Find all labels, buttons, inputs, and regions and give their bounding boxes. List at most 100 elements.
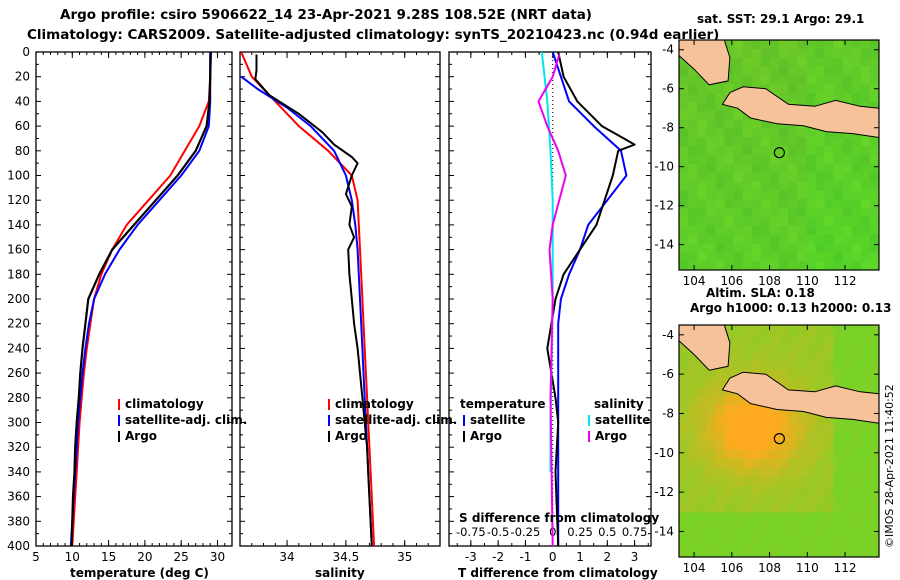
heat-cell	[851, 512, 862, 522]
heat-cell	[860, 93, 871, 103]
heat-cell	[824, 360, 835, 371]
heat-cell	[779, 476, 789, 487]
map-lat-label: -4	[662, 43, 674, 57]
heat-cell	[833, 190, 844, 200]
heat-cell	[869, 539, 879, 549]
heat-cell	[860, 449, 871, 460]
heat-cell	[788, 216, 798, 227]
heat-cell	[688, 181, 698, 191]
heat-cell	[824, 449, 835, 460]
heat-cell	[697, 110, 707, 121]
heat-cell	[697, 414, 707, 424]
heat-cell	[760, 530, 771, 540]
map-lon-label: 104	[683, 561, 706, 575]
heat-cell	[788, 163, 798, 174]
depth-tick-label: 320	[7, 440, 30, 454]
heat-cell	[706, 396, 716, 406]
heat-cell	[824, 530, 835, 540]
heat-cell	[751, 405, 762, 415]
heat-cell	[769, 405, 780, 415]
heat-cell	[697, 137, 707, 147]
heat-cell	[851, 163, 862, 174]
heat-cell	[751, 521, 762, 531]
heat-cell	[806, 146, 816, 156]
heat-cell	[842, 75, 853, 85]
heat-cell	[706, 458, 716, 469]
depth-tick-label: 20	[15, 70, 30, 84]
heat-cell	[742, 40, 753, 50]
heat-cell	[797, 181, 807, 191]
heat-cell	[679, 548, 689, 557]
heat-cell	[724, 548, 735, 557]
heat-cell	[842, 351, 853, 362]
heat-cell	[688, 387, 698, 397]
heat-cell	[760, 172, 771, 183]
heat-cell	[815, 449, 826, 460]
heat-cell	[824, 40, 835, 50]
map-lat-label: -10	[654, 160, 674, 174]
heat-cell	[733, 467, 744, 478]
heat-cell	[815, 216, 826, 227]
heat-cell	[788, 548, 798, 557]
heat-cell	[706, 93, 716, 103]
heat-cell	[860, 181, 871, 191]
depth-tick-label: 0	[22, 45, 30, 59]
s-difference-axis-label: S difference from climatology	[459, 511, 660, 525]
heat-cell	[697, 199, 707, 209]
heat-cell	[742, 155, 753, 165]
heat-cell	[806, 378, 816, 388]
heat-cell	[679, 378, 689, 388]
heat-cell	[706, 512, 716, 522]
heat-cell	[806, 234, 816, 244]
heat-cell	[715, 548, 726, 557]
t-diff-tick-label: 1	[576, 550, 584, 564]
heat-cell	[724, 146, 735, 156]
heat-cell	[688, 512, 698, 522]
heat-cell	[797, 325, 807, 335]
temp-legend-label: satellite	[470, 413, 525, 427]
heat-cell	[779, 360, 789, 371]
heat-cell	[806, 261, 816, 270]
heat-cell	[797, 261, 807, 270]
heat-cell	[769, 66, 780, 76]
heat-cell	[715, 190, 726, 200]
heat-cell	[679, 351, 689, 362]
heat-cell	[833, 333, 844, 344]
heat-cell	[706, 432, 716, 442]
heat-cell	[733, 261, 744, 270]
heat-cell	[842, 181, 853, 191]
heat-cell	[724, 163, 735, 174]
heat-cell	[724, 441, 735, 451]
temperature-series-0	[71, 52, 212, 546]
heat-cell	[697, 423, 707, 433]
heat-cell	[697, 119, 707, 129]
heat-cell	[869, 75, 879, 85]
heat-cell	[724, 351, 735, 362]
s-diff-tick-label: 0.25	[567, 525, 593, 539]
heat-cell	[715, 163, 726, 174]
heat-cell	[679, 181, 689, 191]
heat-cell	[751, 75, 762, 85]
heat-cell	[779, 548, 789, 557]
heat-cell	[851, 137, 862, 147]
sla-map: 104 106 108 110 112 -4 -6 -8 -10 -12 -14	[654, 324, 880, 575]
heat-cell	[797, 243, 807, 253]
heat-cell	[779, 423, 789, 433]
heat-cell	[688, 84, 698, 94]
heat-cell	[788, 208, 798, 218]
heat-cell	[769, 548, 780, 557]
heat-cell	[679, 360, 689, 371]
heat-cell	[769, 84, 780, 94]
heat-cell	[842, 458, 853, 469]
heat-cell	[860, 378, 871, 388]
heat-cell	[815, 163, 826, 174]
heat-cell	[769, 360, 780, 371]
heat-cell	[779, 467, 789, 478]
temperature-tick-label: 5	[32, 550, 40, 564]
heat-cell	[742, 530, 753, 540]
heat-cell	[788, 190, 798, 200]
heat-cell	[860, 137, 871, 147]
salinity-series-0	[240, 52, 376, 546]
heat-cell	[869, 172, 879, 183]
